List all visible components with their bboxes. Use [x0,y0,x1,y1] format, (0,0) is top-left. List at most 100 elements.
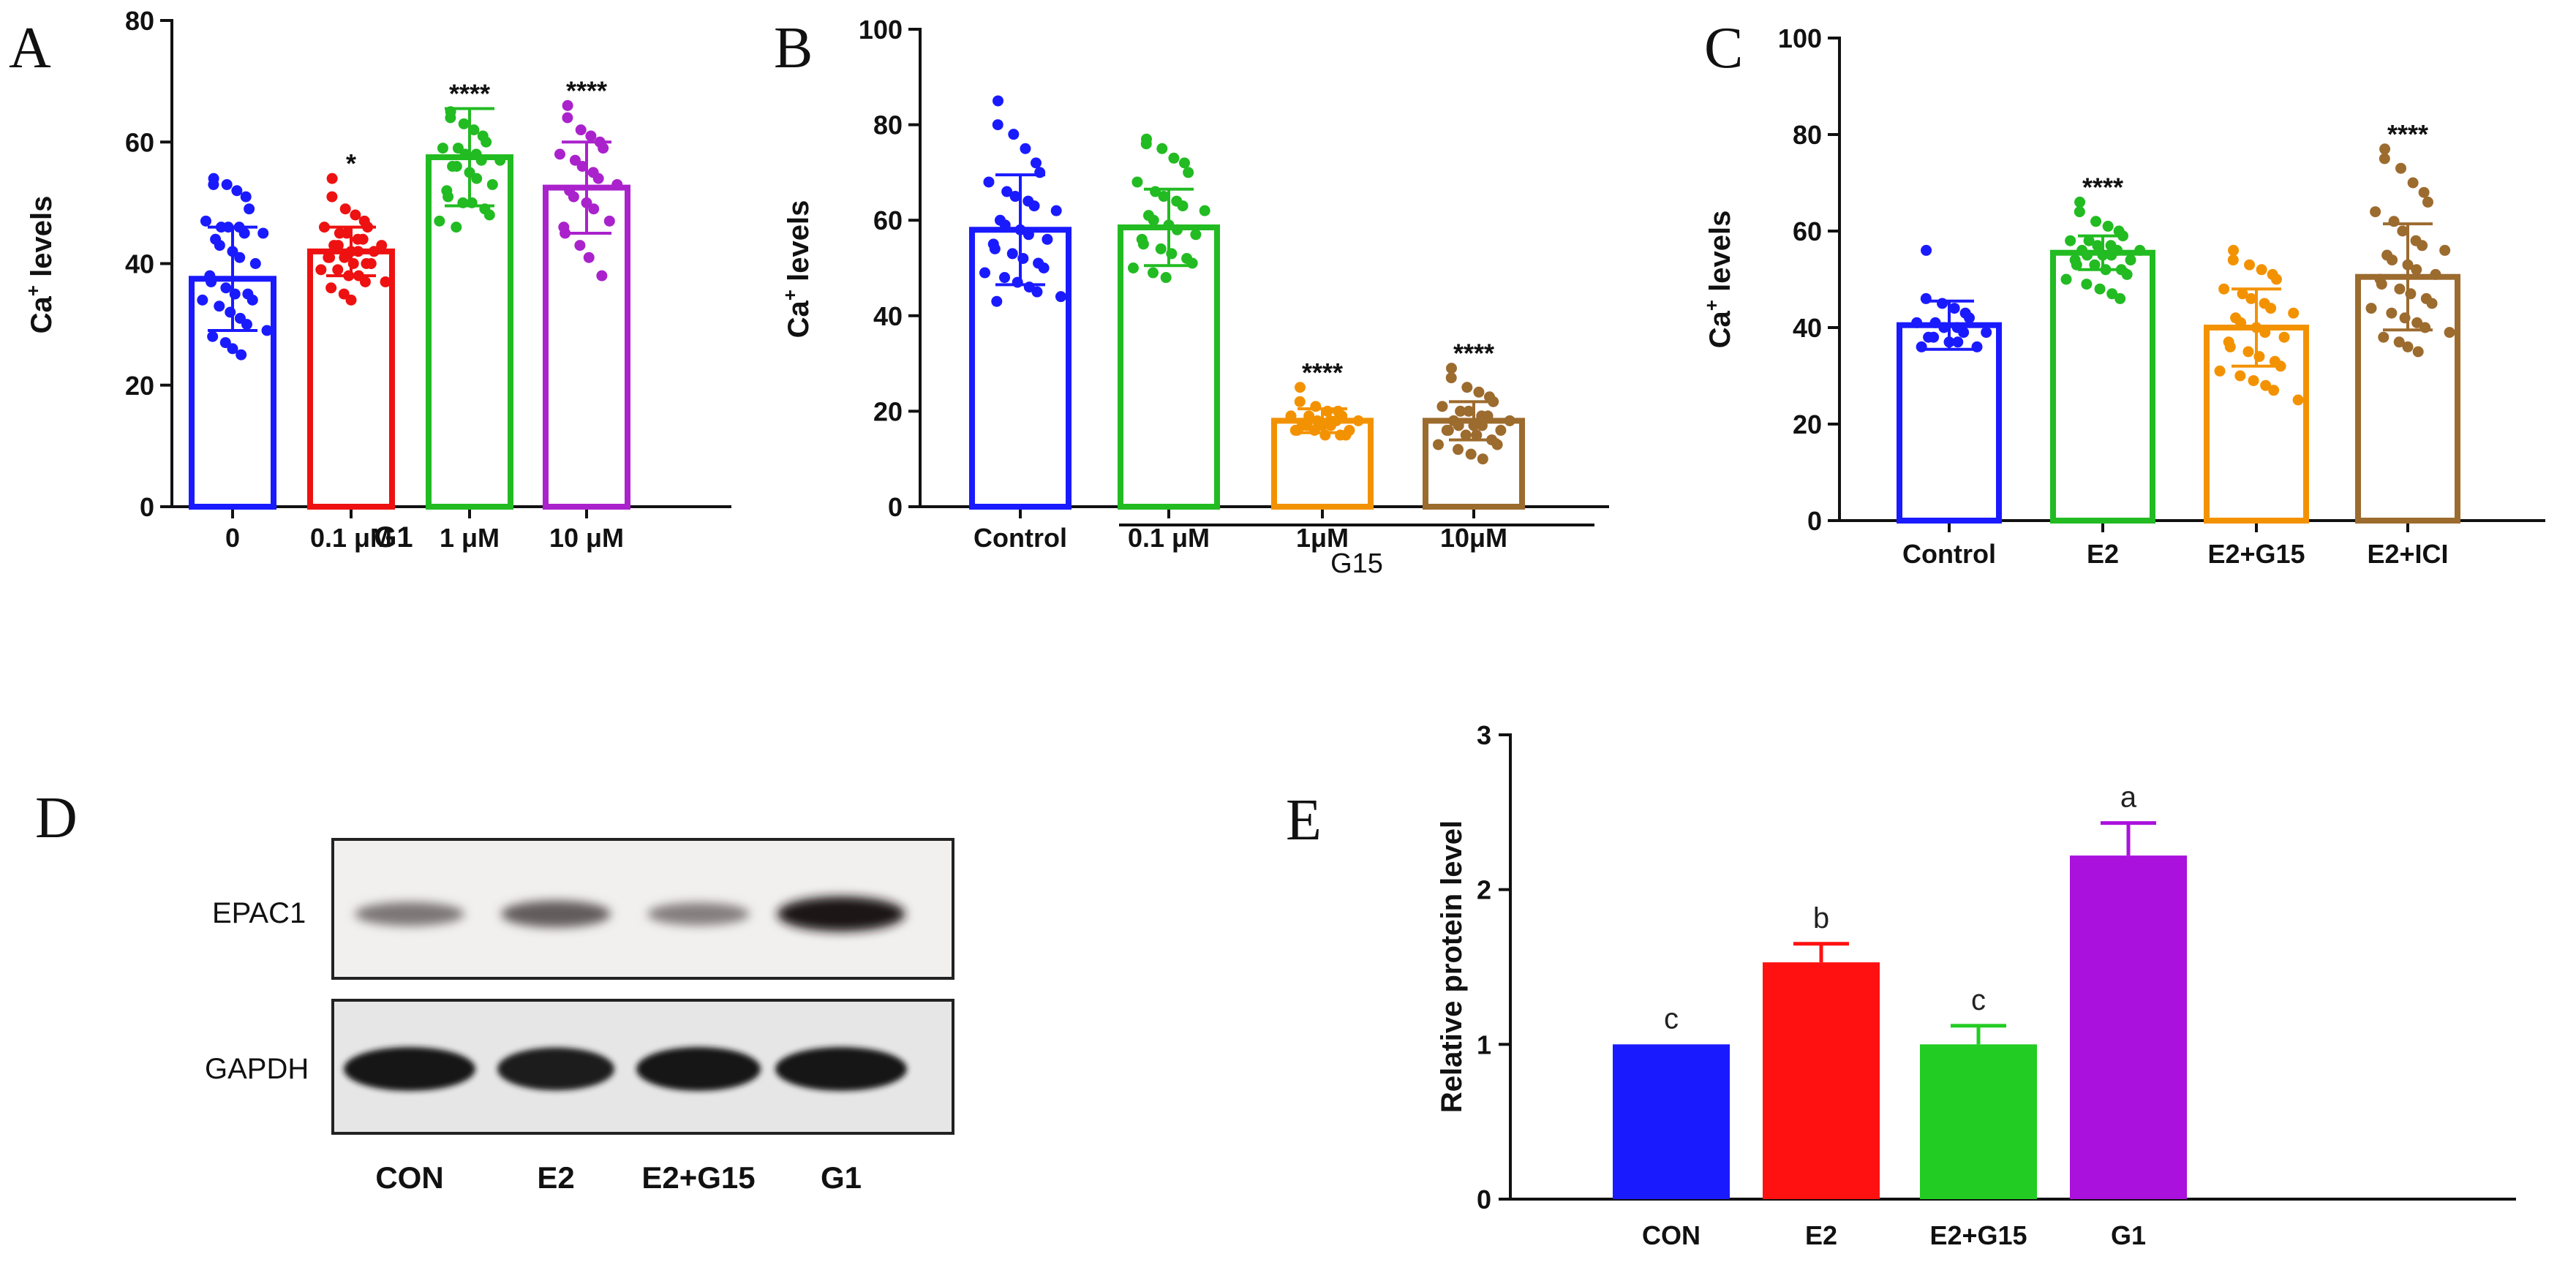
data-point [2092,240,2104,252]
bar [426,154,513,510]
panel-letter-e: E [1286,788,1322,853]
panel-letter-b: B [774,16,813,80]
y-tick-label: 100 [1778,23,1822,53]
x-category-label: G1 [2111,1220,2146,1250]
y-axis-label-superscript: + [779,290,801,301]
data-point [1009,191,1021,203]
panel-letter-c: C [1704,16,1743,80]
data-point [2379,143,2391,155]
x-category-label: 0.1 μM [1128,523,1210,553]
data-point [471,173,483,184]
epac1-band [777,896,905,932]
data-point [1055,291,1066,303]
data-point [2224,341,2236,352]
data-point [562,99,573,111]
data-point [554,148,565,160]
data-point [2397,225,2409,237]
data-point [1491,439,1503,450]
data-point [1295,382,1306,393]
data-point [481,136,492,148]
y-tick-label: 1 [1477,1029,1491,1059]
data-point [339,252,350,263]
y-tick-label: 80 [125,6,154,36]
data-point [1131,176,1143,188]
y-axis-label-rest: levels [783,200,815,290]
data-point [2083,235,2095,246]
data-point [1177,200,1189,212]
data-point [332,240,344,252]
data-point [2379,153,2390,165]
data-point [2407,177,2419,189]
data-point [1158,191,1170,203]
data-point [1928,331,1940,343]
data-point [350,209,361,221]
y-tick-label: 20 [873,396,903,426]
data-point [227,343,238,355]
epac1-band [355,902,464,926]
y-tick-label: 40 [125,249,154,279]
data-point [257,227,269,239]
data-point [2370,206,2381,218]
data-point [483,209,495,221]
data-point [983,176,995,188]
y-axis-label-superscript: + [22,285,44,296]
significance-marker: **** [1453,339,1494,369]
data-point [2114,292,2126,304]
data-point [468,124,480,136]
data-point [1445,372,1457,384]
data-point [238,227,250,239]
data-point [993,95,1004,107]
data-point [357,233,369,245]
data-point [583,252,595,263]
data-point [2244,259,2256,271]
data-point [1460,429,1472,441]
y-tick-label: 0 [140,492,154,522]
data-point [2256,264,2267,276]
data-point [326,173,338,184]
y-axis-label: Ca+ levels [779,200,815,339]
data-point [244,203,255,215]
y-axis-label-rest: levels [1704,211,1736,300]
data-point [1160,272,1172,284]
y-axis-label: Relative protein level [1436,820,1468,1113]
epac1-band [501,900,611,928]
y-axis-label-base: Ca [26,295,58,333]
x-category-label: 0 [225,523,240,553]
panel-letter-a: A [9,16,51,80]
data-point [1436,401,1448,412]
data-point [347,258,359,269]
data-point [197,294,208,306]
data-point [991,295,1003,307]
data-point [2393,336,2405,348]
blot-lane-label: E2 [537,1160,574,1195]
gapdh-band [497,1047,614,1091]
data-point [2378,331,2389,343]
data-point [2060,273,2072,285]
data-point [1020,143,1031,154]
data-point [2426,298,2438,309]
data-point [236,349,247,360]
data-point [979,267,990,279]
data-point [1455,405,1466,417]
y-tick-label: 0 [1807,506,1822,536]
data-point [326,191,338,203]
data-point [1916,341,1927,352]
data-point [2121,268,2133,280]
y-axis-label: Ca+ levels [22,196,58,334]
y-tick-label: 60 [873,205,903,235]
data-point [1038,262,1050,273]
significance-marker: **** [1302,358,1343,388]
bar [1763,962,1880,1199]
chart-panel-a: 0 20 40 60 80 Ca+ levels 0 0.1 μM * 1 μM **** 10 μM… [22,6,731,553]
data-point [1948,303,1960,314]
significance-marker: **** [2387,119,2428,149]
data-point [2237,288,2248,300]
chart-panel-b: 0 20 40 60 80 100 Ca+ levels Control 0.1 μM 1μM **… [779,15,1609,553]
data-point [1008,129,1020,140]
data-point [2417,240,2428,252]
data-point [598,143,609,154]
data-point [2081,279,2093,290]
data-point [1463,405,1475,417]
x-category-label: E2+G15 [2207,539,2305,569]
data-point [214,301,225,312]
